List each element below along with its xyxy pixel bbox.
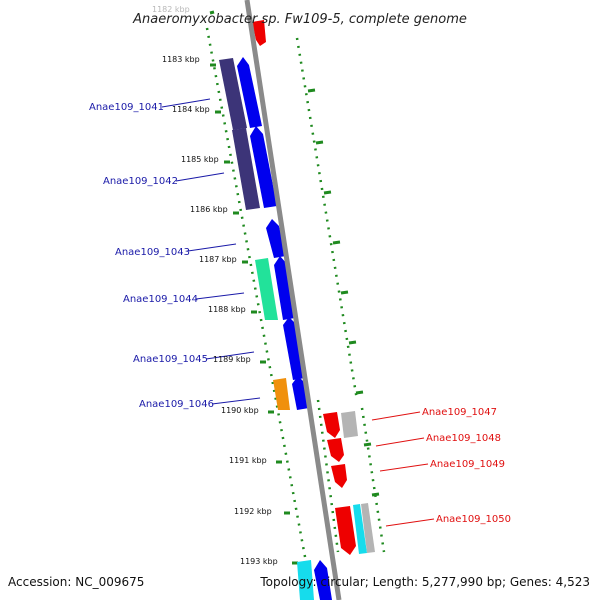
leader-anae109-1044 — [195, 292, 245, 300]
leader-anae109-1046 — [211, 397, 261, 405]
label-leaders — [161, 98, 435, 527]
gene-label-anae109-1042[interactable]: Anae109_1042 — [103, 176, 178, 187]
tick-mark — [371, 492, 380, 497]
tick-mark — [332, 240, 341, 245]
gene-anae109-1049-arrow[interactable] — [331, 464, 347, 488]
cog-box-1044 — [255, 258, 278, 320]
tick-mark — [340, 290, 349, 295]
gene-anae109-1048-arrow[interactable] — [327, 438, 344, 462]
guide-line-inner-lower — [316, 399, 340, 553]
cog-box-1041 — [219, 58, 247, 130]
gene-label-anae109-1044[interactable]: Anae109_1044 — [123, 294, 198, 305]
gene-anae109-1051-arrow[interactable] — [314, 560, 332, 600]
leader-anae109-1042 — [175, 172, 225, 182]
gene-anae109-1050-arrow[interactable] — [335, 506, 356, 555]
guide-line-right-upper — [295, 37, 359, 401]
cog-box-1047 — [341, 411, 358, 438]
tick-label: 1189 kbp — [213, 355, 251, 364]
leader-anae109-1045 — [205, 351, 255, 360]
reverse-genes — [323, 412, 356, 555]
gene-anae109-1044-arrow[interactable] — [274, 256, 295, 320]
tick-label: 1191 kbp — [229, 456, 267, 465]
tick-mark — [315, 140, 324, 145]
gene-label-anae109-1049[interactable]: Anae109_1049 — [430, 459, 505, 470]
gene-anae109-1043-arrow[interactable] — [266, 219, 286, 258]
tick-labels: 1182 kbp 1183 kbp 1184 kbp 1185 kbp 1186… — [152, 5, 278, 566]
tick-label: 1190 kbp — [221, 406, 259, 415]
cog-box-1042 — [232, 128, 260, 210]
tick-label: 1183 kbp — [162, 55, 200, 64]
leader-anae109-1043 — [187, 243, 237, 252]
cog-box-1051 — [297, 560, 314, 600]
gene-anae109-1047-arrow[interactable] — [323, 412, 340, 438]
accession-text: Accession: NC_009675 — [8, 575, 144, 589]
leader-anae109-1049 — [379, 463, 429, 472]
tick-mark — [348, 340, 357, 345]
gene-label-anae109-1050[interactable]: Anae109_1050 — [436, 514, 511, 525]
gene-anae109-1041-arrow[interactable] — [237, 57, 262, 128]
tick-mark — [209, 10, 215, 15]
tick-mark — [355, 390, 364, 395]
topology-text: Topology: circular; Length: 5,277,990 bp… — [259, 575, 590, 589]
tick-label: 1182 kbp — [152, 5, 190, 14]
gene-labels: Anae109_1041 Anae109_1042 Anae109_1043 A… — [89, 102, 511, 525]
gene-label-anae109-1047[interactable]: Anae109_1047 — [422, 407, 497, 418]
tick-mark — [307, 88, 316, 93]
leader-anae109-1041 — [161, 98, 211, 108]
tick-label: 1188 kbp — [208, 305, 246, 314]
tick-label: 1193 kbp — [240, 557, 278, 566]
gene-label-anae109-1041[interactable]: Anae109_1041 — [89, 102, 164, 113]
genome-backbone — [244, 0, 342, 600]
leader-anae109-1050 — [385, 518, 435, 527]
gene-label-anae109-1046[interactable]: Anae109_1046 — [139, 399, 214, 410]
tick-label: 1186 kbp — [190, 205, 228, 214]
gene-label-anae109-1048[interactable]: Anae109_1048 — [426, 433, 501, 444]
cog-category-boxes — [219, 58, 375, 600]
tick-label: 1192 kbp — [234, 507, 272, 516]
gene-label-anae109-1045[interactable]: Anae109_1045 — [133, 354, 208, 365]
cog-box-1050-cyan — [353, 504, 367, 554]
cog-box-1046 — [273, 378, 290, 410]
tick-mark — [363, 442, 372, 447]
cog-box-1050-gray — [361, 503, 375, 553]
gene-anae109-1045-arrow[interactable] — [283, 317, 305, 380]
gene-label-anae109-1043[interactable]: Anae109_1043 — [115, 247, 190, 258]
gene-anae109-1042-arrow[interactable] — [250, 126, 277, 208]
guide-line-left-upper — [205, 27, 315, 600]
tick-label: 1187 kbp — [199, 255, 237, 264]
map-title: Anaeromyxobacter sp. Fw109-5, complete g… — [132, 12, 467, 27]
tick-marks — [209, 10, 380, 565]
guide-line-right-lower — [360, 407, 386, 553]
gene-anae109-1040-arrow[interactable] — [252, 20, 266, 46]
tick-mark — [323, 190, 332, 195]
leader-anae109-1048 — [375, 437, 425, 447]
guide-lines — [205, 27, 386, 600]
tick-label: 1185 kbp — [181, 155, 219, 164]
tick-label: 1184 kbp — [172, 105, 210, 114]
leader-anae109-1047 — [371, 411, 421, 421]
